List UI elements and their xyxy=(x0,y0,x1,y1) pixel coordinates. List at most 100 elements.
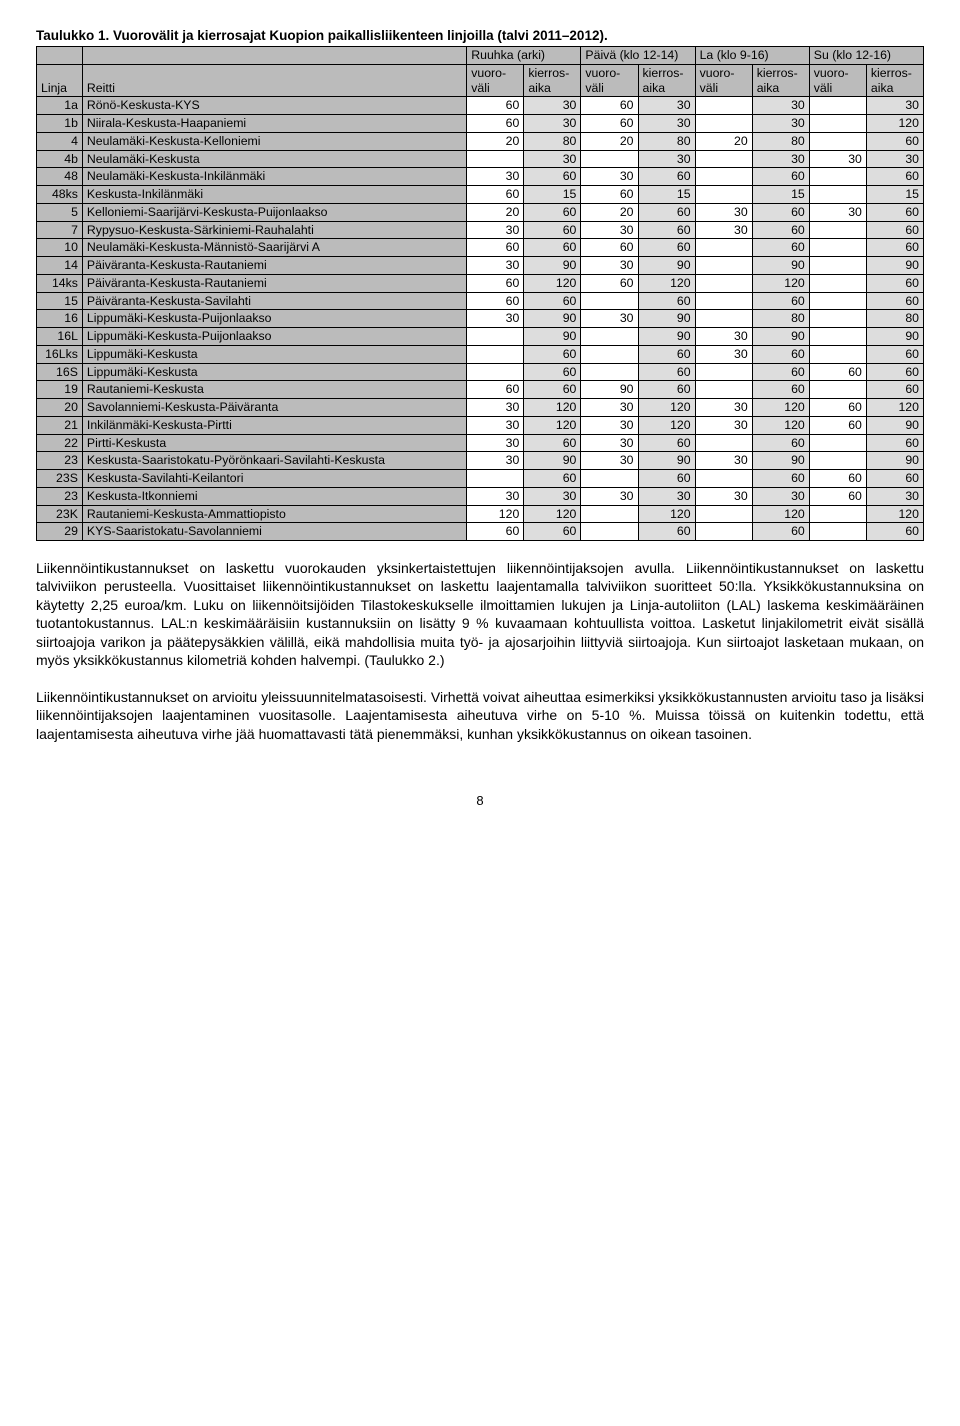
table-row: 21Inkilänmäki-Keskusta-Pirtti30120301203… xyxy=(37,416,924,434)
cell-linja: 23S xyxy=(37,470,83,488)
sub-header: kierros-aika xyxy=(524,64,581,97)
cell-value: 60 xyxy=(752,363,809,381)
sub-header: kierros-aika xyxy=(638,64,695,97)
cell-value: 60 xyxy=(638,381,695,399)
cell-value xyxy=(695,97,752,115)
cell-value xyxy=(467,328,524,346)
sub-header: Linja xyxy=(37,64,83,97)
cell-value xyxy=(809,274,866,292)
cell-value xyxy=(581,328,638,346)
cell-value: 15 xyxy=(866,186,923,204)
cell-reitti: Päiväranta-Keskusta-Rautaniemi xyxy=(82,274,466,292)
cell-reitti: KYS-Saaristokatu-Savolanniemi xyxy=(82,523,466,541)
cell-reitti: Kelloniemi-Saarijärvi-Keskusta-Puijonlaa… xyxy=(82,203,466,221)
cell-value xyxy=(695,381,752,399)
cell-value: 120 xyxy=(752,274,809,292)
table-row: 48ksKeskusta-Inkilänmäki601560151515 xyxy=(37,186,924,204)
cell-reitti: Lippumäki-Keskusta xyxy=(82,363,466,381)
cell-reitti: Keskusta-Saaristokatu-Pyörönkaari-Savila… xyxy=(82,452,466,470)
cell-value xyxy=(809,452,866,470)
cell-value: 60 xyxy=(524,168,581,186)
cell-value: 30 xyxy=(581,221,638,239)
cell-linja: 23 xyxy=(37,487,83,505)
cell-value xyxy=(695,505,752,523)
cell-value: 90 xyxy=(866,257,923,275)
cell-value: 30 xyxy=(581,168,638,186)
table-row: 16Lippumäki-Keskusta-Puijonlaakso3090309… xyxy=(37,310,924,328)
cell-value: 30 xyxy=(866,150,923,168)
cell-linja: 22 xyxy=(37,434,83,452)
cell-value xyxy=(809,523,866,541)
cell-value: 60 xyxy=(809,416,866,434)
cell-value: 80 xyxy=(638,132,695,150)
cell-value: 30 xyxy=(752,487,809,505)
cell-value: 60 xyxy=(752,221,809,239)
cell-value: 30 xyxy=(809,203,866,221)
hdr-blank xyxy=(82,47,466,65)
cell-value: 30 xyxy=(638,487,695,505)
cell-linja: 10 xyxy=(37,239,83,257)
cell-value: 60 xyxy=(524,221,581,239)
cell-value: 30 xyxy=(695,452,752,470)
cell-reitti: Neulamäki-Keskusta-Männistö-Saarijärvi A xyxy=(82,239,466,257)
cell-value: 60 xyxy=(467,523,524,541)
cell-linja: 16Lks xyxy=(37,345,83,363)
cell-value: 90 xyxy=(638,452,695,470)
cell-value xyxy=(809,221,866,239)
cell-value xyxy=(581,505,638,523)
cell-value: 60 xyxy=(467,381,524,399)
cell-linja: 14 xyxy=(37,257,83,275)
cell-value: 30 xyxy=(695,399,752,417)
sub-header: vuoro-väli xyxy=(809,64,866,97)
cell-value xyxy=(695,257,752,275)
cell-reitti: Neulamäki-Keskusta-Kelloniemi xyxy=(82,132,466,150)
sub-header: vuoro-väli xyxy=(695,64,752,97)
cell-value xyxy=(809,257,866,275)
cell-value: 30 xyxy=(752,150,809,168)
cell-value: 60 xyxy=(752,434,809,452)
cell-value xyxy=(467,470,524,488)
cell-value: 30 xyxy=(695,487,752,505)
cell-value: 90 xyxy=(524,257,581,275)
cell-reitti: Savolanniemi-Keskusta-Päiväranta xyxy=(82,399,466,417)
table-row: 16SLippumäki-Keskusta6060606060 xyxy=(37,363,924,381)
cell-value: 60 xyxy=(524,434,581,452)
cell-value: 60 xyxy=(638,434,695,452)
cell-value xyxy=(695,523,752,541)
cell-linja: 5 xyxy=(37,203,83,221)
cell-value: 60 xyxy=(866,381,923,399)
cell-value: 80 xyxy=(752,310,809,328)
sub-header: vuoro-väli xyxy=(467,64,524,97)
cell-value: 60 xyxy=(467,97,524,115)
table-row: 20Savolanniemi-Keskusta-Päiväranta301203… xyxy=(37,399,924,417)
cell-value: 30 xyxy=(581,310,638,328)
cell-value: 30 xyxy=(581,434,638,452)
cell-value: 60 xyxy=(866,203,923,221)
cell-linja: 20 xyxy=(37,399,83,417)
cell-linja: 23 xyxy=(37,452,83,470)
cell-value xyxy=(809,310,866,328)
cell-value: 30 xyxy=(581,257,638,275)
cell-reitti: Neulamäki-Keskusta-Inkilänmäki xyxy=(82,168,466,186)
cell-value: 30 xyxy=(695,416,752,434)
table-row: 22Pirtti-Keskusta306030606060 xyxy=(37,434,924,452)
cell-value: 30 xyxy=(581,452,638,470)
cell-value: 60 xyxy=(809,399,866,417)
cell-value: 60 xyxy=(581,239,638,257)
cell-value xyxy=(809,292,866,310)
cell-value xyxy=(581,150,638,168)
cell-value: 20 xyxy=(695,132,752,150)
cell-value: 15 xyxy=(752,186,809,204)
cell-value: 20 xyxy=(581,132,638,150)
cell-value: 120 xyxy=(638,399,695,417)
cell-reitti: Rönö-Keskusta-KYS xyxy=(82,97,466,115)
cell-value: 60 xyxy=(866,274,923,292)
table-row: 1aRönö-Keskusta-KYS603060303030 xyxy=(37,97,924,115)
cell-value: 60 xyxy=(524,203,581,221)
cell-value: 60 xyxy=(752,345,809,363)
cell-value: 90 xyxy=(638,257,695,275)
cell-value: 80 xyxy=(866,310,923,328)
cell-value: 120 xyxy=(638,274,695,292)
cell-value xyxy=(695,239,752,257)
cell-value: 90 xyxy=(638,310,695,328)
